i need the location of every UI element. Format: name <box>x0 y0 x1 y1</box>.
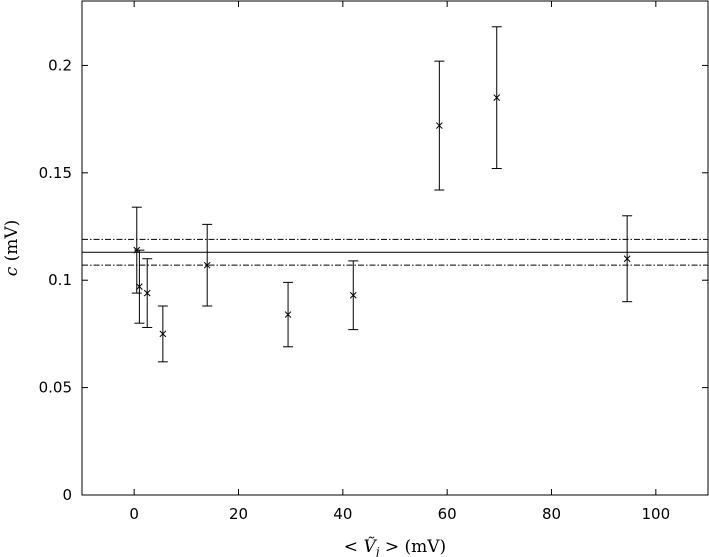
data-point-marker <box>623 255 631 263</box>
data-point-marker <box>136 283 143 291</box>
data-point-marker <box>203 261 211 269</box>
x-tick-label: 100 <box>642 505 671 523</box>
data-point-marker <box>143 289 151 297</box>
y-axis-title: c (mV) <box>2 220 22 277</box>
x-axis-ticks: 0 20 40 60 80 100 <box>129 1 670 523</box>
data-point-marker <box>284 311 292 318</box>
x-tick-label: 60 <box>438 505 457 523</box>
y-axis-ticks: 0 0.05 0.1 0.15 0.2 <box>39 56 708 504</box>
x-tick-label: 20 <box>229 505 248 523</box>
data-point-marker <box>435 122 443 129</box>
y-tick-label: 0.2 <box>48 56 72 74</box>
x-tick-label: 40 <box>333 505 352 523</box>
data-point-marker <box>159 330 167 338</box>
y-tick-label: 0.05 <box>39 379 72 397</box>
plot-area <box>81 0 709 496</box>
data-point-marker <box>133 246 141 254</box>
y-tick-label: 0 <box>62 486 72 504</box>
x-axis-title: < Ṽj > (mV) <box>344 536 446 557</box>
data-markers <box>133 94 631 338</box>
y-tick-label: 0.1 <box>48 271 72 289</box>
reference-lines <box>82 238 708 266</box>
data-point-marker <box>349 291 357 299</box>
x-tick-label: 0 <box>129 505 139 523</box>
data-point-marker <box>493 94 501 102</box>
y-tick-label: 0.15 <box>39 164 72 182</box>
x-tick-label: 80 <box>542 505 561 523</box>
